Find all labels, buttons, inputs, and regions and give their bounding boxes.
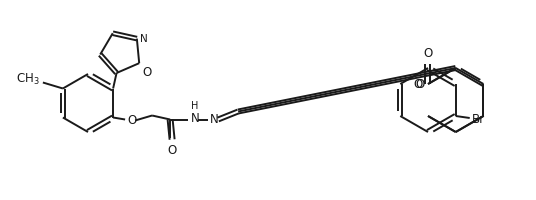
Text: H: H: [191, 101, 198, 110]
Text: O: O: [414, 77, 423, 90]
Text: N: N: [140, 34, 147, 44]
Text: O: O: [423, 47, 433, 60]
Text: O: O: [142, 66, 152, 79]
Text: O: O: [127, 114, 136, 127]
Text: CH$_3$: CH$_3$: [16, 72, 40, 87]
Text: O: O: [167, 145, 177, 158]
Text: N: N: [210, 113, 219, 126]
Text: N: N: [191, 112, 200, 125]
Text: Br: Br: [472, 112, 485, 126]
Text: O: O: [416, 77, 425, 90]
